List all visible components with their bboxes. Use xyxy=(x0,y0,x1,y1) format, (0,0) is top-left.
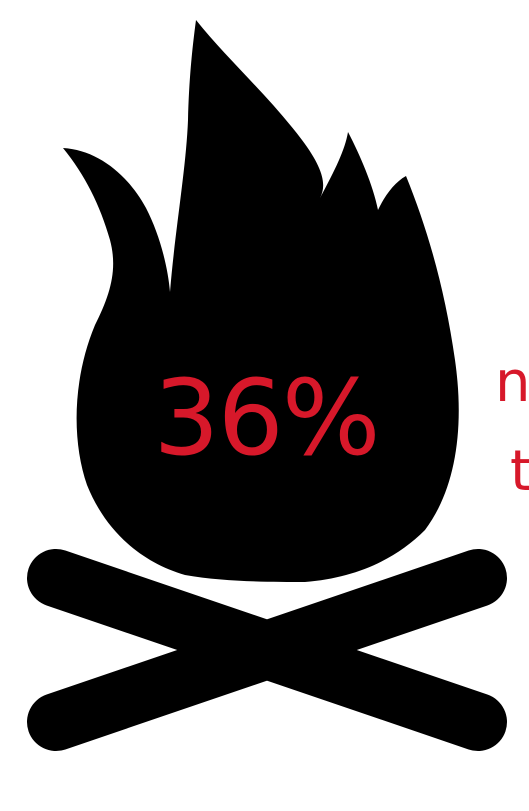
cropped-text-line-2: t. xyxy=(510,439,529,504)
cropped-text-line-1: n xyxy=(495,350,529,415)
flame-icon xyxy=(63,20,459,582)
percentage-stat: 36% xyxy=(153,357,380,479)
log-icon xyxy=(27,549,507,751)
